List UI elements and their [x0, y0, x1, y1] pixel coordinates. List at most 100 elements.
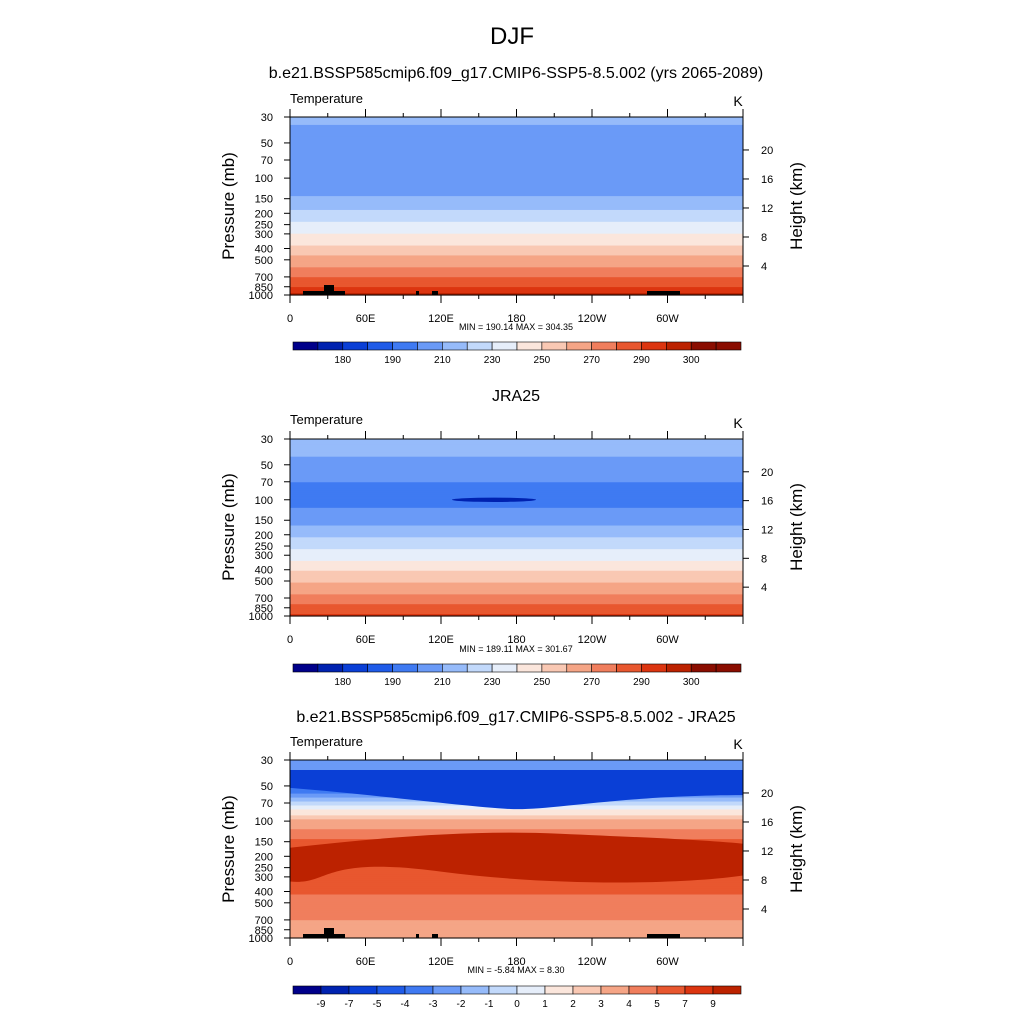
- x-tick-label: 120W: [578, 956, 607, 968]
- colorbar-label: 250: [534, 677, 551, 688]
- contour-band: [290, 934, 743, 937]
- contour-band: [290, 233, 743, 237]
- y-tick-label: 700: [255, 593, 273, 605]
- contour-band: [290, 527, 743, 531]
- y-tick-label: 500: [255, 255, 273, 267]
- colorbar-box: [600, 985, 630, 995]
- contour-band: [290, 293, 743, 296]
- x-tick-label: 60W: [656, 313, 679, 325]
- colorbar-label: 270: [583, 677, 600, 688]
- x-tick-label: 60E: [356, 313, 376, 325]
- contour-band: [290, 767, 743, 771]
- colorbar-box: [417, 341, 443, 351]
- contour-band: [290, 765, 743, 769]
- colorbar-label: -7: [345, 999, 354, 1010]
- contour-band: [290, 531, 743, 534]
- y-tick-label: 150: [255, 515, 273, 527]
- colorbar-box: [572, 985, 602, 995]
- contour-band: [290, 592, 743, 595]
- contour-band: [290, 906, 743, 909]
- contour-band: [290, 134, 743, 138]
- contour-band: [290, 454, 743, 458]
- y-tick-label: 400: [255, 565, 273, 577]
- contour-band: [290, 162, 743, 166]
- contour-band: [290, 207, 743, 211]
- y-tick-label: 700: [255, 915, 273, 927]
- contour-band: [290, 178, 743, 181]
- colorbar-box: [591, 663, 617, 673]
- contour-band: [290, 446, 743, 450]
- contour-band: [290, 225, 743, 229]
- colorbar-label: 290: [633, 677, 650, 688]
- contour-band: [290, 894, 743, 898]
- contour-band: [290, 468, 743, 472]
- contour-band: [290, 482, 743, 485]
- colorbar-box: [320, 985, 350, 995]
- contour-band: [290, 505, 743, 509]
- colorbar-label: 290: [633, 355, 650, 366]
- contour-band: [290, 146, 743, 150]
- contour-band: [290, 182, 743, 185]
- contour-band: [290, 243, 743, 247]
- y-tick-label: 30: [261, 112, 273, 124]
- y-tick-label: 200: [255, 530, 273, 542]
- x-tick-label: 60W: [656, 634, 679, 646]
- contour-band: [290, 140, 743, 144]
- colorbar-box: [460, 985, 490, 995]
- contour-band: [290, 124, 743, 128]
- contour-band: [290, 484, 743, 487]
- y-tick-label: 150: [255, 194, 273, 206]
- contour-band: [290, 553, 743, 556]
- contour-band: [290, 490, 743, 493]
- contour-band: [290, 247, 743, 251]
- contour-band: [290, 239, 743, 243]
- contour-band: [290, 444, 743, 448]
- colorbar-box: [466, 663, 493, 673]
- contour-band: [290, 231, 743, 235]
- colorbar-box: [541, 341, 568, 351]
- contour-band: [290, 578, 743, 582]
- contour-band: [290, 763, 743, 767]
- contour-band: [290, 440, 743, 444]
- topography: [416, 291, 419, 295]
- topography: [647, 291, 680, 295]
- contour-band: [290, 245, 743, 249]
- colorbar-box: [348, 985, 378, 995]
- x-tick-label: 180: [507, 634, 525, 646]
- y-tick-label: 30: [261, 755, 273, 767]
- contour-band: [290, 586, 743, 590]
- colorbar-box: [491, 663, 518, 673]
- contour-band: [290, 154, 743, 158]
- contour-band: [290, 562, 743, 566]
- contour-band: [290, 194, 743, 197]
- contour-band: [290, 568, 743, 572]
- contour-band: [290, 555, 743, 558]
- contour-band: [290, 136, 743, 140]
- panel-title: b.e21.BSSP585cmip6.f09_g17.CMIP6-SSP5-8.…: [296, 709, 735, 726]
- contour-band: [290, 138, 743, 142]
- contour-band: [290, 533, 743, 536]
- topography: [303, 291, 312, 295]
- contour-band: [290, 172, 743, 175]
- colorbar-label: 300: [683, 677, 700, 688]
- right-axis-label: Height (km): [787, 805, 806, 893]
- colorbar-label: 270: [583, 355, 600, 366]
- contour-band: [290, 176, 743, 179]
- topography: [324, 928, 334, 934]
- cold-anomaly: [290, 770, 743, 810]
- contour-band: [290, 117, 743, 120]
- colorbar-label: 190: [384, 677, 401, 688]
- colorbar-box: [292, 341, 319, 351]
- contour-band: [290, 464, 743, 468]
- contour-band: [290, 478, 743, 481]
- contour-band: [290, 918, 743, 921]
- contour-band: [290, 223, 743, 227]
- y-tick-label: 250: [255, 541, 273, 553]
- topography: [432, 291, 438, 295]
- contour-band: [290, 541, 743, 544]
- x-tick-label: 0: [287, 313, 293, 325]
- contour-band: [290, 560, 743, 564]
- colorbar-box: [404, 985, 434, 995]
